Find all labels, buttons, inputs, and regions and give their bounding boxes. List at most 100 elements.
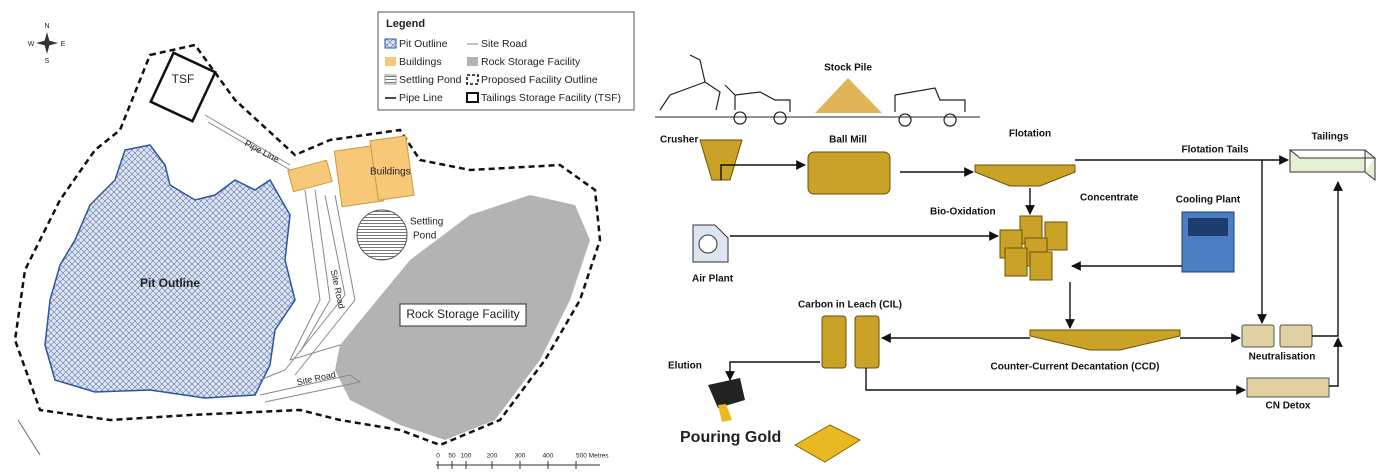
compass-rose	[36, 32, 58, 54]
scale-label: 400	[543, 453, 554, 460]
settling-pond-label: Settling	[410, 217, 443, 228]
ball-mill	[807, 151, 891, 195]
scale-label: 50	[448, 453, 456, 460]
pit-outline	[44, 144, 296, 399]
arrow	[1329, 337, 1343, 387]
scale-label: 300	[515, 453, 526, 460]
process-flow: Stock Pile Crusher Ball Mill Flotation F…	[655, 54, 1377, 463]
tank	[1004, 247, 1028, 277]
flotation	[974, 164, 1076, 187]
arrow	[720, 160, 806, 180]
ccd-label: Counter-Current Decantation (CCD)	[991, 362, 1160, 373]
equipment-sketches	[659, 54, 966, 127]
stock-pile	[815, 78, 882, 113]
compass: N W E S	[28, 23, 66, 65]
pouring-bucket	[708, 378, 745, 408]
truck	[894, 87, 966, 127]
settling-pond	[356, 209, 408, 261]
legend-item: Proposed Facility Outline	[481, 74, 598, 86]
flotation-label: Flotation	[1009, 129, 1051, 140]
pouring-gold-label: Pouring Gold	[680, 429, 781, 446]
tank	[1029, 251, 1053, 281]
compass-e: E	[61, 41, 66, 48]
arrow	[725, 361, 820, 381]
map-edge	[17, 419, 41, 456]
legend-box	[377, 11, 635, 111]
pipe-line-label: Pipe Line	[243, 138, 281, 164]
cil-tank	[821, 315, 847, 369]
legend-swatch	[384, 74, 397, 85]
legend-item: Pit Outline	[399, 38, 448, 50]
site-road-1	[289, 189, 341, 361]
scale-label: 0	[436, 453, 440, 460]
legend-swatch	[467, 57, 478, 66]
neutralisation-tank	[1241, 324, 1275, 348]
pit-outline-label: Pit Outline	[140, 276, 200, 290]
tsf-label: TSF	[172, 72, 195, 86]
legend-item: Tailings Storage Facility (TSF)	[481, 92, 621, 104]
scale-bar: 0 50 100 200 300 400 500 Metres	[436, 453, 609, 469]
loader	[724, 84, 791, 125]
tsf-box	[149, 51, 217, 123]
legend-swatch	[466, 92, 479, 103]
cn-detox	[1246, 377, 1330, 398]
cil-tank	[854, 315, 880, 369]
arrow	[865, 368, 1246, 395]
legend-item: Rock Storage Facility	[481, 56, 581, 68]
gold-bar	[793, 424, 862, 463]
rock-storage-label-box	[399, 303, 527, 327]
tsf	[149, 51, 217, 123]
cooling-plant-fans	[1188, 218, 1228, 236]
ball-mill-label: Ball Mill	[829, 135, 867, 146]
cn-detox-label: CN Detox	[1265, 401, 1310, 412]
elution-label: Elution	[668, 361, 702, 372]
tailings-label: Tailings	[1311, 132, 1348, 143]
legend-swatch	[385, 57, 396, 66]
excavator	[659, 54, 721, 111]
flotation-tails-label: Flotation Tails	[1181, 145, 1248, 156]
building	[287, 159, 333, 193]
ccd	[1029, 329, 1181, 351]
neutralisation-label: Neutralisation	[1249, 352, 1316, 363]
buildings-label: Buildings	[370, 167, 411, 178]
neutralisation-tank	[1279, 324, 1313, 348]
legend: Legend Pit Outline Site Road Buildings R…	[377, 11, 635, 111]
legend-swatch	[384, 38, 397, 49]
rock-storage-label: Rock Storage Facility	[406, 307, 519, 321]
arrow	[1312, 181, 1343, 337]
site-map: N W E S TSF Pipe Line Buildings Settling…	[13, 11, 635, 469]
legend-item: Site Road	[481, 38, 527, 50]
crusher-label: Crusher	[660, 135, 698, 146]
legend-item: Settling Pond	[399, 74, 462, 86]
gold-stream	[718, 404, 732, 422]
compass-n: N	[44, 23, 49, 30]
settling-pond-label: Pond	[413, 231, 436, 242]
compass-s: S	[45, 58, 50, 65]
site-road-3	[259, 374, 362, 403]
site-road-label: Site Road	[296, 369, 337, 387]
legend-swatch	[466, 74, 479, 85]
legend-item: Pipe Line	[399, 92, 443, 104]
scale-label: 500 Metres	[576, 453, 609, 460]
legend-title: Legend	[386, 18, 425, 30]
bio-oxidation-label: Bio-Oxidation	[930, 207, 996, 218]
air-plant-fan	[698, 234, 718, 254]
scale-label: 100	[461, 453, 472, 460]
cooling-plant-label: Cooling Plant	[1176, 195, 1241, 206]
proposed-facility-outline	[13, 43, 602, 447]
bio-oxidation-tanks	[999, 215, 1068, 281]
tailings	[1288, 149, 1377, 182]
concentrate-label: Concentrate	[1080, 193, 1139, 204]
compass-w: W	[28, 41, 35, 48]
building	[369, 135, 415, 201]
legend-item: Buildings	[399, 56, 442, 68]
scale-label: 200	[487, 453, 498, 460]
site-road-2	[259, 194, 356, 381]
tank	[1044, 221, 1068, 251]
pipe-line	[204, 114, 293, 172]
air-plant-label: Air Plant	[692, 274, 734, 285]
stock-pile-label: Stock Pile	[824, 63, 872, 74]
crusher	[699, 139, 743, 181]
roads	[204, 114, 362, 403]
